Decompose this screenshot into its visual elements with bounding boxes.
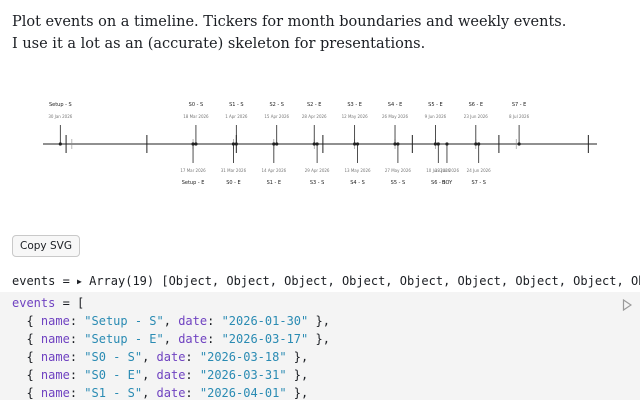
event-date: 14 Apr 2026 [261,168,286,173]
code-event-name: "S0 - E" [84,368,143,382]
event-label: S5 - E [428,102,443,108]
code-event-date: "2026-04-01" [199,386,287,400]
event-date: 31 Mar 2026 [221,168,247,173]
event-date: 26 May 2026 [382,114,409,119]
event-date: 29 Apr 2026 [305,168,330,173]
event-label: HOY [442,180,453,186]
code-op: = [ [55,296,85,310]
event-date: 15 Apr 2026 [264,114,289,119]
event-date: 12 May 2026 [342,114,369,119]
event-label: S4 - S [350,180,365,186]
event-date: 18 Mar 2026 [183,114,209,119]
event-date: 13 Jun 2026 [435,168,460,173]
event-dot [312,142,316,146]
code-var: events [12,296,56,310]
event-date: 9 Jun 2026 [425,114,447,119]
event-label: Setup - E [182,180,205,186]
event-dot [433,142,438,146]
intro-line-2: I use it a lot as an (accurate) skeleton… [12,36,426,52]
event-dot [517,142,521,146]
event-dot [477,142,481,146]
cell-output-inspector[interactable]: events = ▶ Array(19) [Object, Object, Ob… [12,272,640,290]
code-editor[interactable]: events = [ { name: "Setup - S", date: "2… [12,296,330,400]
copy-svg-button[interactable]: Copy SVG [12,235,80,257]
event-date: 8 Jul 2026 [509,114,530,119]
event-dot [353,142,357,146]
inspector-prefix: events = [12,274,78,288]
event-label: S0 - E [226,180,241,186]
intro-text: Plot events on a timeline. Tickers for m… [12,11,566,55]
event-label: S7 - S [471,180,486,186]
event-label: S1 - E [267,180,282,186]
event-date: 23 Jun 2026 [464,114,489,119]
code-event-date: "2026-01-30" [221,314,309,328]
event-label: S7 - E [512,102,527,108]
inspector-summary: Array(19) [Object, Object, Object, Objec… [89,274,640,288]
event-label: S6 - E [469,102,484,108]
event-date: 30 Jan 2026 [48,114,72,119]
event-date: 24 Jun 2026 [467,168,492,173]
event-dot [355,142,360,146]
event-dot [393,142,397,146]
event-dot [275,142,279,146]
event-dot [191,142,195,146]
event-dot [231,142,236,146]
event-label: S2 - E [307,102,322,108]
timeline-chart: Setup - S 30 Jan 2026 Setup - E 17 Mar 2026… [43,102,597,186]
event-date: 10 Jun 2026 [426,168,451,173]
event-label: S3 - E [347,102,362,108]
code-event-date: "2026-03-31" [199,368,287,382]
code-event-name: "S1 - S" [84,386,143,400]
code-event-name: "Setup - E" [84,332,164,346]
event-dot [436,142,440,146]
event-date: 17 Mar 2026 [180,168,206,173]
event-dot [58,142,62,146]
event-dot [194,142,198,146]
timeline-events: Setup - S 30 Jan 2026 Setup - E 17 Mar 2026… [48,102,529,186]
event-label: S1 - S [229,102,244,108]
event-label: S0 - S [189,102,204,108]
event-dot [474,142,478,146]
event-date: 28 Apr 2026 [302,114,327,119]
event-label: S5 - S [391,180,406,186]
code-event-date: "2026-03-18" [199,350,287,364]
event-label: S4 - E [388,102,403,108]
event-dot [445,142,449,146]
code-cell[interactable]: events = [ { name: "Setup - S", date: "2… [0,292,640,400]
event-label: S2 - S [269,102,284,108]
event-date: 13 May 2026 [344,168,371,173]
event-label: Setup - S [49,102,72,108]
event-label: S6 - S [431,180,446,186]
event-dot [396,142,400,146]
code-event-name: "S0 - S" [84,350,143,364]
code-event-date: "2026-03-17" [221,332,309,346]
event-dot [272,142,276,146]
code-event-name: "Setup - S" [84,314,164,328]
event-dot [315,142,319,146]
event-label: S3 - S [310,180,325,186]
play-icon[interactable] [622,299,632,311]
event-date: 27 May 2026 [385,168,412,173]
event-date: 1 Apr 2026 [225,114,248,119]
triangle-right-icon[interactable]: ▶ [77,277,82,286]
intro-line-1: Plot events on a timeline. Tickers for m… [12,14,567,30]
event-dot [234,142,238,146]
